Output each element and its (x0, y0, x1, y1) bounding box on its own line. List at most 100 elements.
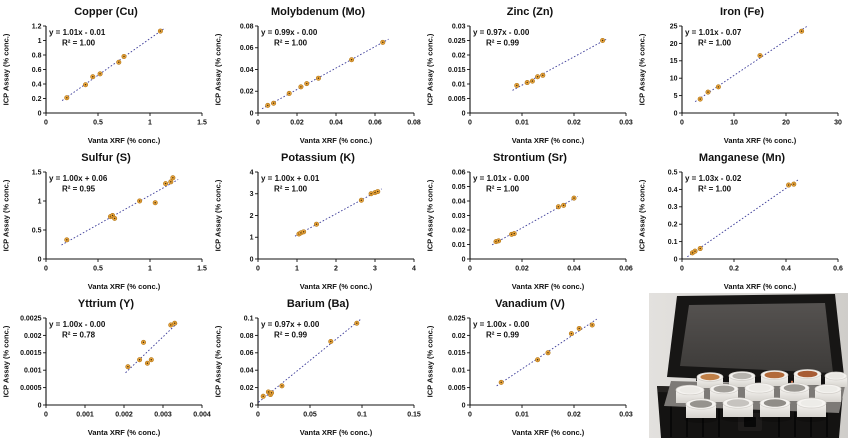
svg-text:0.2: 0.2 (729, 266, 739, 273)
data-points (689, 181, 797, 256)
svg-text:0.08: 0.08 (240, 23, 254, 30)
chart-title: Potassium (K) (281, 152, 355, 164)
x-axis-label: Vanta XRF (% conc.) (512, 136, 585, 145)
svg-text:2: 2 (334, 266, 338, 273)
svg-text:0.08: 0.08 (407, 120, 421, 127)
y-axis-label: ICP Assay (% conc.) (426, 33, 435, 105)
trendline (261, 38, 389, 110)
svg-text:0.01: 0.01 (452, 242, 466, 249)
y-axis-label: ICP Assay (% conc.) (638, 179, 647, 251)
svg-text:0.1: 0.1 (244, 315, 254, 322)
svg-text:0.015: 0.015 (448, 67, 466, 74)
regression-annotation: y = 0.99x - 0.00 R² = 1.00 (261, 28, 318, 48)
chart-title: Zinc (Zn) (506, 6, 554, 18)
svg-text:0.5: 0.5 (32, 227, 42, 234)
chart-cell-barium-ba: Barium (Ba) 0 0.05 0.1 0.15 0 0.02 0.04 0.06 0.0… (212, 292, 424, 438)
scatter-plot: 0 0.02 0.04 0.06 0 0.01 0.02 0.03 0.04 0.05 0.06 Va… (424, 166, 636, 292)
y-axis-label: ICP Assay (% conc.) (2, 325, 11, 397)
svg-text:0: 0 (468, 120, 472, 127)
x-axis-label: Vanta XRF (% conc.) (300, 136, 373, 145)
svg-text:0: 0 (38, 110, 42, 117)
svg-text:0.015: 0.015 (448, 350, 466, 357)
svg-text:y = 1.00x + 0.01: y = 1.00x + 0.01 (261, 174, 320, 183)
trendline (294, 188, 382, 237)
svg-text:1: 1 (148, 266, 152, 273)
data-points (265, 39, 386, 108)
regression-annotation: y = 1.01x - 0.01 R² = 1.00 (49, 28, 106, 48)
chart-cell-sulfur-s: Sulfur (S) 0 0.5 1 1.5 0 0.5 1 1.5 Vanta XRF (% … (0, 146, 212, 292)
svg-text:0: 0 (674, 256, 678, 263)
svg-text:0.04: 0.04 (567, 266, 581, 273)
svg-text:y = 0.99x - 0.00: y = 0.99x - 0.00 (261, 28, 318, 37)
axes: 0 0.2 0.4 0.6 0 0.1 0.2 0.3 0.4 0.5 (668, 169, 843, 272)
svg-text:0: 0 (44, 120, 48, 127)
svg-text:1.5: 1.5 (197, 120, 207, 127)
svg-text:0: 0 (256, 120, 260, 127)
svg-text:0: 0 (462, 256, 466, 263)
scatter-plot: 0 0.5 1 1.5 0 0.2 0.4 0.6 0.8 1 1.2 Vanta XRF (% co… (0, 20, 212, 146)
svg-text:3: 3 (250, 191, 254, 198)
svg-text:0.0015: 0.0015 (20, 350, 42, 357)
svg-text:0.05: 0.05 (452, 184, 466, 191)
svg-text:1.5: 1.5 (197, 266, 207, 273)
svg-text:20: 20 (782, 120, 790, 127)
chart-cell-manganese-mn: Manganese (Mn) 0 0.2 0.4 0.6 0 0.1 0.2 0.3 0.4 0.… (636, 146, 848, 292)
chart-title: Manganese (Mn) (698, 152, 786, 164)
svg-text:0: 0 (44, 412, 48, 419)
chart-title: Barium (Ba) (286, 298, 350, 310)
svg-text:0.025: 0.025 (448, 38, 466, 45)
chart-cell-iron-fe: Iron (Fe) 0 10 20 30 0 5 10 15 20 25 Vanta XRF (% … (636, 0, 848, 146)
svg-text:R² = 1.00: R² = 1.00 (698, 39, 732, 48)
svg-text:y = 1.01x - 0.07: y = 1.01x - 0.07 (685, 28, 742, 37)
data-points (514, 37, 606, 88)
svg-text:2: 2 (250, 213, 254, 220)
svg-text:0.08: 0.08 (240, 333, 254, 340)
svg-text:0.02: 0.02 (290, 120, 304, 127)
svg-text:R² = 1.00: R² = 1.00 (698, 185, 732, 194)
regression-annotation: y = 0.97x - 0.00 R² = 0.99 (473, 28, 530, 48)
svg-text:0.0025: 0.0025 (20, 315, 42, 322)
y-axis-label: ICP Assay (% conc.) (426, 325, 435, 397)
x-axis-label: Vanta XRF (% conc.) (724, 282, 797, 291)
svg-text:4: 4 (412, 266, 416, 273)
scatter-plot: 0 0.2 0.4 0.6 0 0.1 0.2 0.3 0.4 0.5 Vanta XRF (% c… (636, 166, 848, 292)
data-points (64, 175, 176, 243)
sample-cups-back-row (696, 369, 848, 388)
chart-cell-molybdenum-mo: Molybdenum (Mo) 0 0.02 0.04 0.06 0.08 0 0.02 0.… (212, 0, 424, 146)
axes: 0 0.02 0.04 0.06 0 0.01 0.02 0.03 0.04 0.05 0.06 (452, 169, 633, 272)
svg-text:0.06: 0.06 (452, 169, 466, 176)
svg-text:y = 0.97x + 0.00: y = 0.97x + 0.00 (261, 320, 320, 329)
svg-text:0.1: 0.1 (357, 412, 367, 419)
regression-annotation: y = 1.00x - 0.00 R² = 0.78 (49, 320, 106, 340)
trendline (258, 318, 362, 403)
svg-text:0.4: 0.4 (32, 81, 42, 88)
svg-text:0: 0 (250, 256, 254, 263)
chart-title: Molybdenum (Mo) (270, 6, 366, 18)
svg-text:0.6: 0.6 (833, 266, 843, 273)
svg-text:1: 1 (38, 198, 42, 205)
trendline (687, 178, 800, 258)
svg-text:0.01: 0.01 (515, 120, 529, 127)
svg-text:0.5: 0.5 (93, 266, 103, 273)
x-axis-label: Vanta XRF (% conc.) (724, 136, 797, 145)
svg-text:y = 1.00x - 0.00: y = 1.00x - 0.00 (49, 320, 106, 329)
chart-title: Strontium (Sr) (493, 152, 567, 164)
svg-text:10: 10 (670, 76, 678, 83)
x-axis-label: Vanta XRF (% conc.) (88, 136, 161, 145)
trendline (61, 179, 179, 246)
svg-text:0: 0 (44, 266, 48, 273)
svg-text:0.15: 0.15 (407, 412, 421, 419)
case-latch-detail (744, 417, 756, 427)
svg-text:y = 1.00x - 0.00: y = 1.00x - 0.00 (473, 320, 530, 329)
svg-text:0.03: 0.03 (452, 23, 466, 30)
svg-text:0.5: 0.5 (93, 120, 103, 127)
svg-text:0: 0 (250, 402, 254, 409)
chart-cell-zinc-zn: Zinc (Zn) 0 0.01 0.02 0.03 0 0.005 0.01 0.015 0.… (424, 0, 636, 146)
svg-text:0.02: 0.02 (452, 52, 466, 59)
y-axis-label: ICP Assay (% conc.) (2, 179, 11, 251)
svg-text:0.05: 0.05 (303, 412, 317, 419)
svg-text:30: 30 (834, 120, 842, 127)
svg-text:y = 1.03x - 0.02: y = 1.03x - 0.02 (685, 174, 742, 183)
svg-text:0: 0 (462, 402, 466, 409)
axes: 0 0.5 1 1.5 0 0.5 1 1.5 (32, 169, 207, 272)
